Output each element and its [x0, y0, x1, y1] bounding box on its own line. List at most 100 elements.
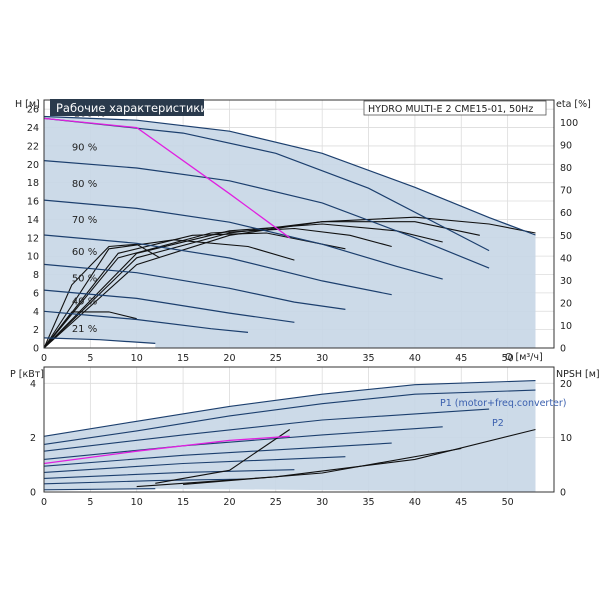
x-tick-label: 15 [177, 353, 189, 364]
power-curve [43, 469, 295, 479]
x-tick-label: 5 [87, 353, 93, 364]
curve-label: 60 % [72, 247, 97, 258]
chart-subtitle: HYDRO MULTI-E 2 CME15-01, 50Hz [368, 104, 533, 115]
y-tick-label: 8 [33, 270, 39, 281]
power-curve [43, 478, 249, 485]
x-tick-label: 20 [223, 353, 235, 364]
y2-tick-label: 30 [560, 276, 572, 287]
subtitle-box [363, 100, 547, 116]
efficiency-curve [43, 311, 137, 349]
efficiency-curve [43, 232, 346, 349]
npsh-curve [155, 429, 291, 484]
x-tick-label-lower: 40 [409, 497, 421, 508]
power-curve [43, 426, 443, 460]
head-curve [43, 160, 490, 269]
x-tick-label-lower: 0 [41, 497, 47, 508]
y-tick-label: 2 [33, 325, 39, 336]
y2-axis-label: eta [%] [556, 99, 591, 110]
x-tick-label-lower: 35 [362, 497, 374, 508]
x-axis-label: Q [м³/ч] [505, 352, 543, 363]
y2-tick-label: 80 [560, 163, 572, 174]
y-tick-label: 12 [27, 233, 39, 244]
curve-label: 70 % [72, 215, 97, 226]
power-panel: 0 5 10 15 20 25 30 35 40 45 50 0 2 4 0 10 20 P [кВт] N… [10, 366, 600, 508]
curve-label: 21 % [72, 324, 97, 335]
x-tick-label: 50 [502, 353, 514, 364]
y2-tick-label: 50 [560, 231, 572, 242]
npsh-curve [136, 428, 536, 488]
curve-label: 40 % [72, 297, 97, 308]
y-tick-label: 20 [27, 160, 39, 171]
chart-title-box [50, 99, 204, 116]
y-tick-label: 4 [33, 307, 39, 318]
x-tick-label: 40 [409, 353, 421, 364]
x-tick-label-lower: 5 [87, 497, 93, 508]
chart-title: Рабочие характеристики [56, 101, 208, 115]
y-axis-label: H [м] [15, 99, 40, 110]
x-tick-label-lower: 15 [177, 497, 189, 508]
y-tick-label-lower: 2 [30, 433, 36, 444]
efficiency-curve [43, 239, 295, 349]
y2-tick-label: 0 [560, 344, 566, 355]
highlight-power-curve [43, 435, 290, 465]
y-tick-label-lower: 0 [30, 488, 36, 499]
efficiency-curve [43, 227, 392, 349]
highlight-head-curve [43, 117, 291, 239]
y2-tick-label: 60 [560, 208, 572, 219]
y-tick-label: 10 [27, 252, 39, 263]
y2-tick-label: 90 [560, 141, 572, 152]
y2-tick-label-lower: 20 [560, 379, 572, 390]
x-tick-label: 10 [131, 353, 143, 364]
x-tick-label: 25 [270, 353, 282, 364]
y-tick-label: 0 [33, 344, 39, 355]
power-curve [43, 442, 392, 467]
legend-p2: P2 [492, 418, 504, 429]
head-curve [43, 289, 295, 323]
x-tick-label-lower: 45 [455, 497, 467, 508]
power-curve [43, 380, 536, 437]
x-tick-label-lower: 20 [223, 497, 235, 508]
curve-label: 50 % [72, 274, 97, 285]
y-tick-label: 16 [27, 197, 39, 208]
y-tick-label: 24 [27, 123, 39, 134]
head-curve [43, 263, 346, 310]
power-curve [43, 408, 490, 452]
head-curve [43, 310, 249, 333]
y-tick-label-lower: 4 [30, 379, 36, 390]
y-tick-label: 6 [33, 288, 39, 299]
head-panel: 100 %90 %80 %70 %60 %50 %40 %21 % 051015… [15, 99, 591, 364]
y2-tick-label: 70 [560, 186, 572, 197]
head-curve [43, 234, 392, 296]
y2-tick-label: 20 [560, 298, 572, 309]
legend-p1: P1 (motor+freq.converter) [440, 398, 567, 409]
y-tick-label: 22 [27, 141, 39, 152]
head-curve [43, 115, 536, 236]
x-tick-label-lower: 50 [502, 497, 514, 508]
y-axis-label-lower: P [кВт] [10, 369, 44, 380]
y2-tick-label-lower: 10 [560, 433, 572, 444]
x-tick-label-lower: 25 [270, 497, 282, 508]
efficiency-curve [43, 243, 161, 349]
curve-label: 80 % [72, 179, 97, 190]
x-tick-label: 45 [455, 353, 467, 364]
head-curve [43, 199, 443, 280]
y-tick-label: 14 [27, 215, 39, 226]
curve-label: 90 % [72, 142, 97, 153]
y-tick-label: 26 [27, 105, 39, 116]
x-tick-label-lower: 10 [131, 497, 143, 508]
power-curve [43, 389, 536, 445]
x-tick-label: 35 [362, 353, 374, 364]
y-tick-label: 18 [27, 178, 39, 189]
x-tick-label-lower: 30 [316, 497, 328, 508]
power-curve [43, 456, 346, 473]
x-tick-label: 30 [316, 353, 328, 364]
npsh-curve [183, 447, 462, 485]
y2-tick-label: 10 [560, 321, 572, 332]
operating-envelope [44, 116, 536, 348]
head-curve [43, 337, 156, 344]
x-tick-label: 0 [41, 353, 47, 364]
y2-axis-label-lower: NPSH [м] [556, 369, 600, 380]
y2-tick-label-lower: 0 [560, 488, 566, 499]
y2-tick-label: 100 [560, 118, 578, 129]
